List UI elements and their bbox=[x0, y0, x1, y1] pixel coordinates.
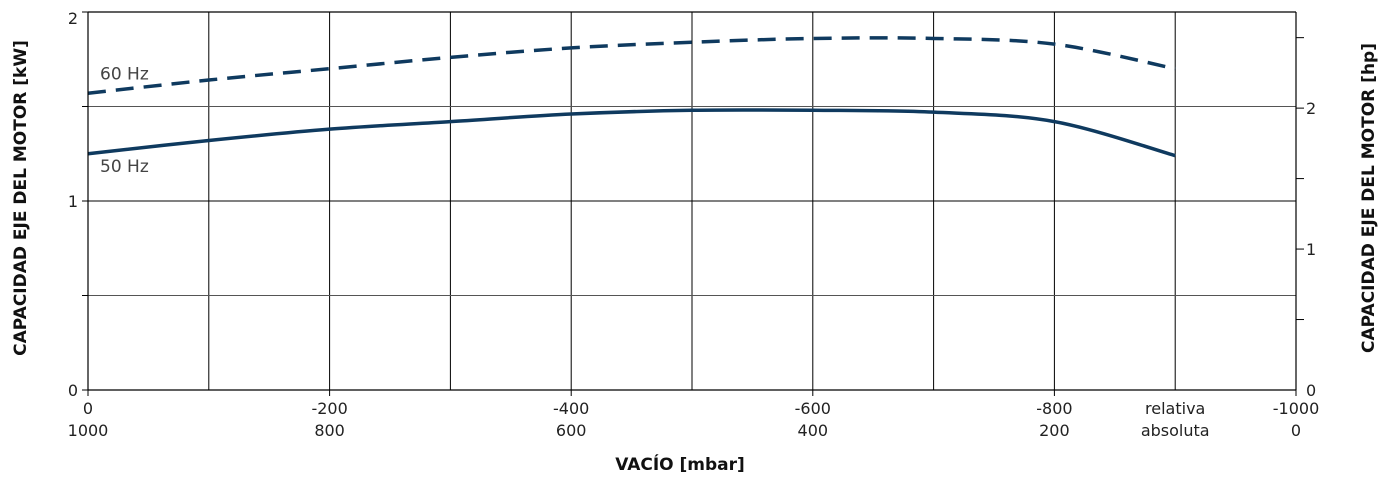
x-tick-label-absolute: 1000 bbox=[68, 421, 109, 440]
y-axis-title-right: CAPACIDAD EJE DEL MOTOR [hp] bbox=[1359, 43, 1379, 353]
x-tick-label-relative: -1000 bbox=[1273, 399, 1320, 418]
x-tick-label-relative: -600 bbox=[795, 399, 831, 418]
grid bbox=[88, 12, 1296, 390]
y-left-tick-label: 2 bbox=[68, 9, 78, 28]
series-lines bbox=[87, 36, 1176, 158]
series-line-50-hz bbox=[87, 108, 1176, 158]
tick-labels: 0 1 2 0 1 2 0 1000 -200 800 -400 600 -600 400 -800 200 -… bbox=[68, 9, 1320, 440]
x-tick-label-absolute: 800 bbox=[314, 421, 345, 440]
x-tick-label-absolute: 400 bbox=[798, 421, 829, 440]
x-tick-label-relative: -400 bbox=[553, 399, 589, 418]
y-left-tick-label: 0 bbox=[68, 381, 78, 400]
x-scale-legend-relative: relativa bbox=[1145, 399, 1205, 418]
series-label: 50 Hz bbox=[100, 157, 149, 177]
x-tick-label-relative: -800 bbox=[1036, 399, 1072, 418]
y-left-tick-label: 1 bbox=[68, 192, 78, 211]
y-right-tick-label: 2 bbox=[1306, 99, 1316, 118]
x-tick-label-absolute: 600 bbox=[556, 421, 587, 440]
series-line-60-hz bbox=[87, 36, 1176, 96]
x-axis-title: VACÍO [mbar] bbox=[615, 453, 745, 475]
y-right-tick-label: 1 bbox=[1306, 240, 1316, 259]
y-axis-title-left: CAPACIDAD EJE DEL MOTOR [kW] bbox=[11, 40, 31, 356]
x-tick-label-absolute: 200 bbox=[1039, 421, 1070, 440]
x-scale-legend-absolute: absoluta bbox=[1141, 421, 1210, 440]
axes bbox=[82, 11, 1304, 396]
x-tick-label-absolute: 0 bbox=[1291, 421, 1301, 440]
x-tick-label-relative: -200 bbox=[311, 399, 347, 418]
y-right-tick-label: 0 bbox=[1306, 381, 1316, 400]
x-tick-label-relative: 0 bbox=[83, 399, 93, 418]
series-label: 60 Hz bbox=[100, 64, 149, 84]
